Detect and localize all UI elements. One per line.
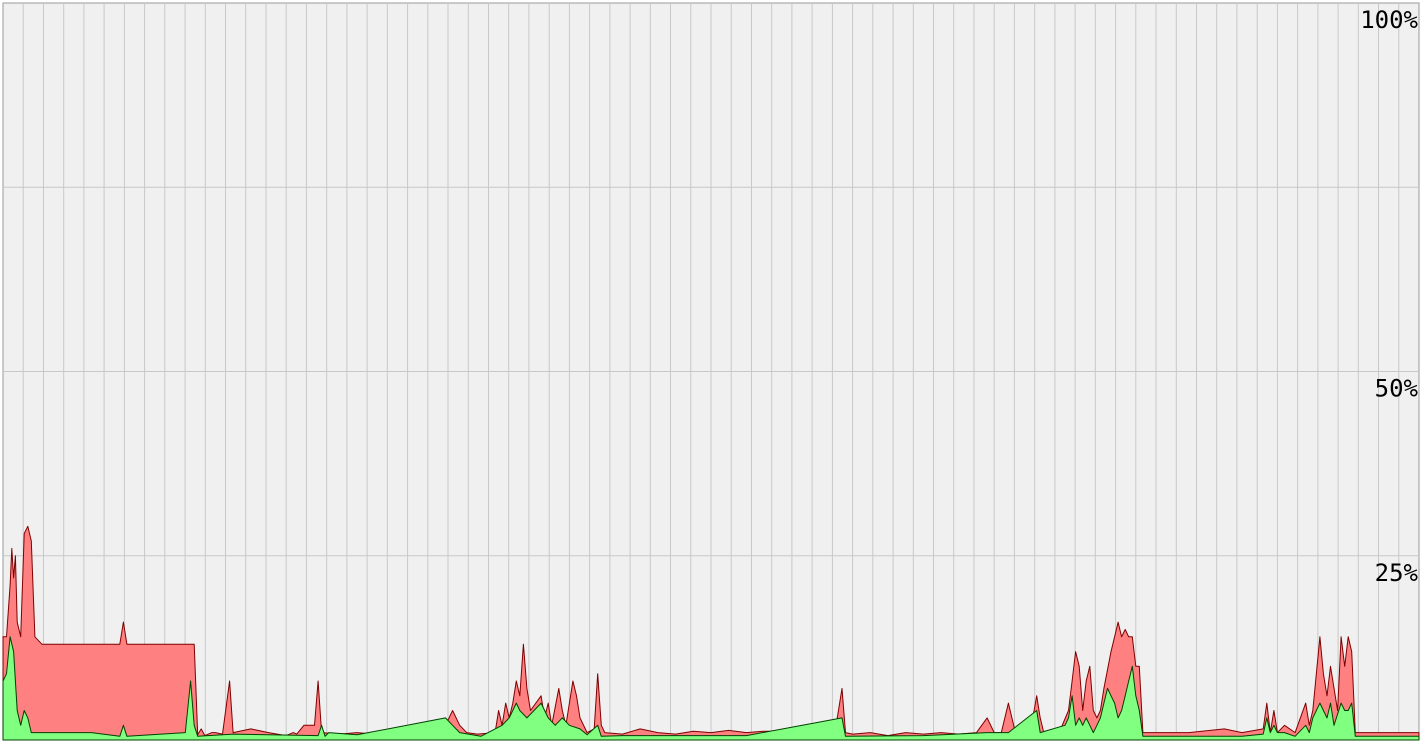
y-tick-label: 25%	[1375, 559, 1419, 587]
cpu-total-area	[2, 525, 1420, 741]
y-tick-label: 50%	[1375, 375, 1419, 403]
series-layer	[2, 525, 1420, 741]
cpu-user-area	[2, 636, 1420, 741]
y-tick-label: 100%	[1360, 6, 1418, 34]
y-axis-labels: 100% 50% 25%	[1360, 6, 1418, 587]
